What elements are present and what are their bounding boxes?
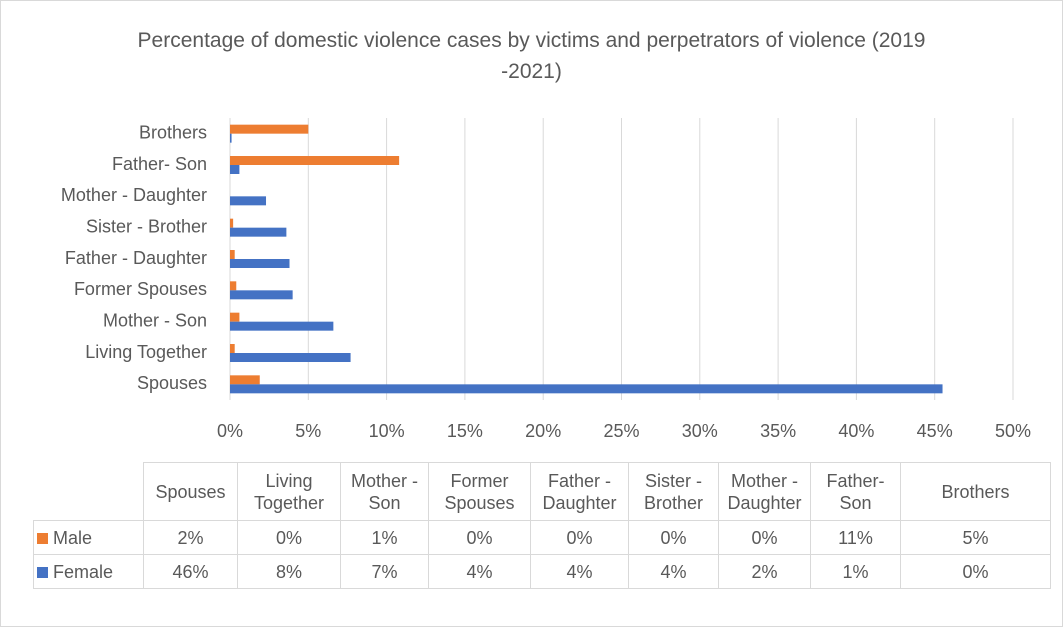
table-cell: 2% (718, 554, 811, 589)
chart-title: Percentage of domestic violence cases by… (137, 29, 926, 83)
table-cell: 1% (810, 554, 901, 589)
y-tick-label: Spouses (137, 373, 207, 393)
table-cell: 0% (428, 520, 531, 555)
bar (230, 344, 235, 353)
bar (230, 218, 234, 228)
legend-cell: Female (33, 554, 144, 589)
x-tick-label: 5% (295, 421, 321, 441)
bar (230, 259, 290, 268)
bar (230, 353, 351, 362)
legend-label: Male (53, 527, 93, 548)
x-tick-label: 35% (760, 421, 796, 441)
y-tick-label: Mother - Daughter (61, 185, 207, 205)
table-corner (33, 462, 144, 521)
bar (230, 384, 943, 394)
table-cell: 11% (810, 520, 901, 555)
bar (230, 196, 267, 206)
table-cell: 8% (237, 554, 341, 589)
bar (230, 290, 293, 300)
table-header: Spouses (143, 462, 238, 521)
y-tick-label: Former Spouses (74, 279, 207, 299)
table-header: Father- Son (810, 462, 901, 521)
bar (230, 133, 232, 143)
table-cell: 4% (428, 554, 531, 589)
table-header: Mother - Daughter (718, 462, 811, 521)
table-cell: 0% (237, 520, 341, 555)
bar (230, 156, 400, 165)
y-tick-label: Sister - Brother (86, 216, 207, 236)
x-tick-label: 50% (995, 421, 1031, 441)
y-tick-label: Living Together (85, 342, 207, 362)
table-row: Female 46% 8% 7% 4% 4% 4% 2% 1% 0% (33, 554, 1051, 589)
x-tick-label: 25% (603, 421, 639, 441)
y-tick-label: Father - Daughter (65, 248, 207, 268)
header-row: Spouses Living Together Mother - Son Former… (33, 462, 1051, 521)
x-tick-label: 45% (917, 421, 953, 441)
bar (230, 165, 240, 174)
table-cell: 0% (628, 520, 719, 555)
bar (230, 321, 334, 331)
legend-key (37, 532, 48, 544)
bar (230, 281, 237, 291)
data-table: Spouses Living Together Mother - Son Former… (33, 462, 1051, 589)
x-tick-label: 30% (682, 421, 718, 441)
table-cell: 0% (718, 520, 811, 555)
x-tick-label: 15% (447, 421, 483, 441)
legend-label: Female (53, 561, 114, 582)
bar (230, 312, 240, 322)
title-box: Percentage of domestic violence cases by… (137, 29, 926, 83)
table-header: Mother - Son (340, 462, 429, 521)
x-tick-label: 40% (838, 421, 874, 441)
x-tick-label: 0% (217, 421, 243, 441)
table-cell: 7% (340, 554, 429, 589)
table-header: Father - Daughter (530, 462, 629, 521)
table-header: Sister - Brother (628, 462, 719, 521)
table-cell: 2% (143, 520, 238, 555)
table-cell: 4% (530, 554, 629, 589)
y-tick-label: Brothers (139, 122, 207, 142)
table-header: Brothers (900, 462, 1051, 521)
y-tick-label: Mother - Son (103, 310, 207, 330)
table-cell: 0% (530, 520, 629, 555)
table-cell: 46% (143, 554, 238, 589)
table-header: Former Spouses (428, 462, 531, 521)
table-cell: 1% (340, 520, 429, 555)
bar (230, 375, 260, 385)
x-tick-label: 20% (525, 421, 561, 441)
table-row: Male 2% 0% 1% 0% 0% 0% 0% 11% 5% (33, 520, 1051, 555)
y-tick-label: Father- Son (112, 154, 207, 174)
legend-cell: Male (33, 520, 144, 555)
table-cell: 5% (900, 520, 1051, 555)
table-cell: 4% (628, 554, 719, 589)
bar (230, 124, 309, 134)
x-tick-label: 10% (369, 421, 405, 441)
table-header: Living Together (237, 462, 341, 521)
bar (230, 227, 287, 237)
table-cell: 0% (900, 554, 1051, 589)
legend-key (37, 566, 48, 578)
bar (230, 250, 235, 259)
